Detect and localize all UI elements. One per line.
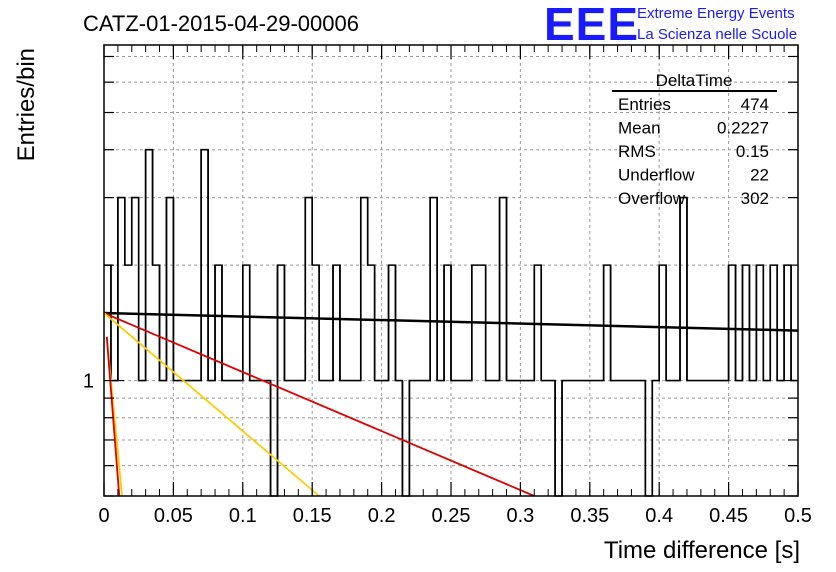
x-tick-label: 0.45 [709,505,748,527]
x-tick-label: 0.05 [154,505,193,527]
histogram-bin [680,198,687,496]
histogram-bin [201,150,208,496]
y-tick-label: 1 [83,371,94,393]
fit-curve [103,311,799,332]
fit-curve [105,336,121,497]
y-axis-title: Entries/bin [13,48,40,161]
histogram-bin [132,198,139,496]
logo-mark: EEE [544,0,639,50]
stats-value: 0.2227 [717,119,769,138]
stats-name: DeltaTime [656,71,733,90]
x-tick-labels: 0 0.05 0.1 0.15 0.2 0.25 0.3 0.35 0.4 0.45 0.5 [98,505,811,527]
y-tick-labels: 1 [83,371,94,393]
x-tick-label: 0.25 [432,505,471,527]
stats-value: 0.15 [736,142,769,161]
histogram-bin [146,150,153,496]
x-tick-label: 0.15 [293,505,332,527]
stats-value: 474 [741,95,769,114]
x-tick-label: 0.2 [368,505,396,527]
x-tick-label: 0.1 [229,505,257,527]
axis-ticks [103,45,799,497]
histogram-bin [305,198,312,496]
x-tick-label: 0.5 [784,505,812,527]
stats-value: 302 [741,189,769,208]
chart-title: CATZ-01-2015-04-29-00006 [83,11,359,36]
stats-box: DeltaTime Entries 474 Mean 0.2227 RMS 0.15 Und… [612,71,777,208]
stats-label: Mean [618,119,661,138]
fit-curves [103,311,799,497]
histogram-bin [361,198,368,496]
x-tick-label: 0.3 [506,505,534,527]
stats-value: 22 [750,166,769,185]
fit-curve [103,312,535,497]
x-tick-label: 0.4 [645,505,673,527]
x-tick-label: 0 [98,505,109,527]
fit-curve [103,312,320,497]
x-axis-title: Time difference [s] [604,537,800,564]
logo-line-1: Extreme Energy Events [637,5,795,22]
logo-line-2: La Scienza nelle Scuole [637,26,797,43]
histogram-bin [118,198,125,496]
x-tick-label: 0.35 [570,505,609,527]
histogram-bin [500,198,507,496]
stats-label: Underflow [618,166,695,185]
stats-label: Overflow [618,189,686,208]
histogram-bin [166,198,173,496]
stats-label: RMS [618,142,656,161]
stats-label: Entries [618,95,671,114]
eee-logo: EEE Extreme Energy Events La Scienza nel… [544,0,797,50]
